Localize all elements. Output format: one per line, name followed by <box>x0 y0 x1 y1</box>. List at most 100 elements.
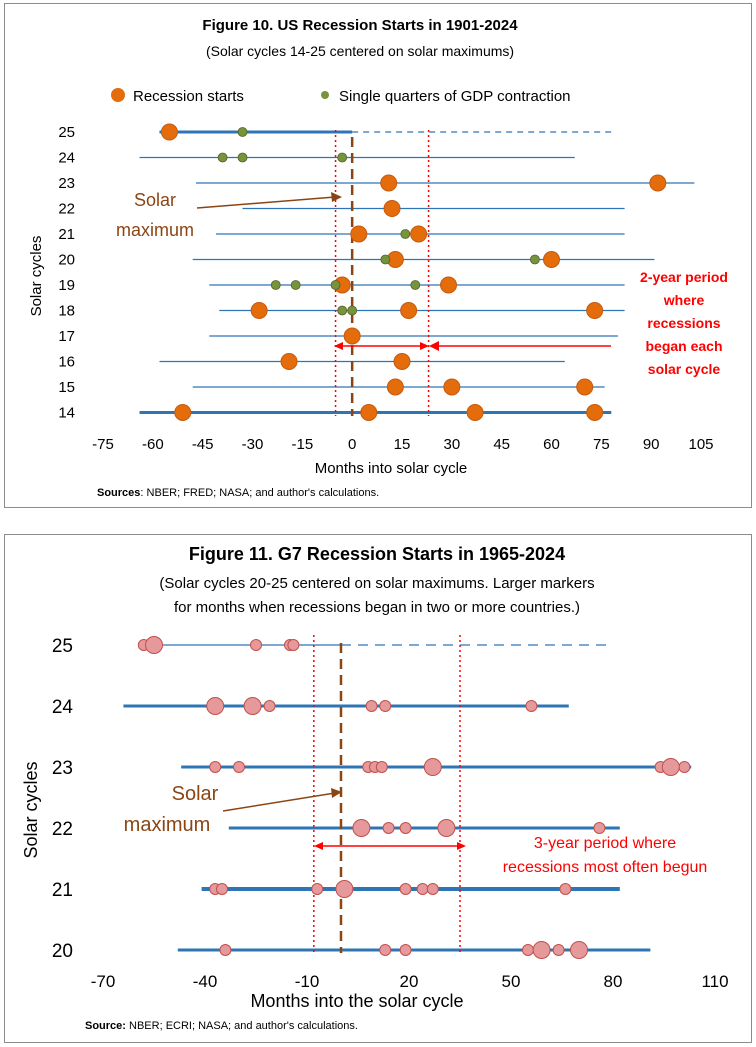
x-tick--60: -60 <box>142 436 164 453</box>
period-label-line5: solar cycle <box>648 361 721 377</box>
y-tick-24: 24 <box>52 697 74 718</box>
recession-point-16 <box>393 353 411 370</box>
recession-point-17 <box>343 327 361 345</box>
recession-point-15 <box>386 378 404 396</box>
recession-point-small-22 <box>382 822 395 834</box>
recession-point-19 <box>440 276 458 294</box>
solar-arrow-line <box>196 196 336 209</box>
y-tick-23: 23 <box>52 758 73 779</box>
x-tick-labels: -70 -40 -10 20 50 80 110 <box>91 972 729 991</box>
recession-point-small-20 <box>219 944 232 956</box>
recession-point-14 <box>466 404 484 421</box>
solar-arrow-head <box>331 788 342 798</box>
vertical-reference-lines <box>313 635 461 953</box>
period-arrow-head-left <box>314 842 323 850</box>
y-tick-20: 20 <box>58 252 75 269</box>
period-annotation: 3-year period where recessions most ofte… <box>314 835 707 876</box>
legend-marker-gdp <box>321 91 329 99</box>
y-tick-20: 20 <box>52 941 73 962</box>
y-tick-17: 17 <box>58 328 75 345</box>
recession-point-large-23 <box>423 758 442 776</box>
recession-point-small-20 <box>399 944 412 956</box>
x-tick-45: 45 <box>493 436 510 453</box>
recession-point-21 <box>410 225 428 243</box>
data-points <box>137 636 691 959</box>
recession-point-large-20 <box>570 941 588 959</box>
gdp-point-18 <box>337 305 348 316</box>
x-tick-15: 15 <box>394 436 411 453</box>
y-tick-23: 23 <box>58 175 75 192</box>
x-tick--30: -30 <box>242 436 264 453</box>
recession-point-small-24 <box>379 700 392 712</box>
source-note: Sources: NBER; FRED; NASA; and author's … <box>97 487 379 499</box>
recession-point-large-23 <box>661 758 680 776</box>
recession-point-large-22 <box>352 819 371 837</box>
period-label-line2: where <box>663 292 705 308</box>
x-tick-60: 60 <box>543 436 560 453</box>
x-tick-80: 80 <box>604 972 623 991</box>
gdp-point-19 <box>330 280 341 290</box>
recession-point-23 <box>649 174 667 192</box>
period-label-line3: recessions <box>647 315 720 331</box>
x-tick-110: 110 <box>701 972 728 991</box>
source-text: : NBER; FRED; NASA; and author's calcula… <box>140 487 379 499</box>
y-tick-24: 24 <box>58 150 75 167</box>
recession-point-small-23 <box>209 761 222 773</box>
recession-point-large-24 <box>206 697 225 715</box>
recession-point-large-24 <box>243 697 262 715</box>
gdp-point-24 <box>337 152 348 163</box>
y-tick-25: 25 <box>52 636 73 657</box>
gdp-point-19 <box>290 280 301 290</box>
recession-point-14 <box>360 404 378 421</box>
chart-subtitle-line1: (Solar cycles 20-25 centered on solar ma… <box>159 575 594 592</box>
source-text: NBER; ECRI; NASA; and author's calculati… <box>126 1020 358 1032</box>
recession-point-small-23 <box>375 761 388 773</box>
data-points <box>160 123 667 421</box>
figure-10-chart: Figure 10. US Recession Starts in 1901-2… <box>28 17 728 499</box>
chart-legend: Recession starts Single quarters of GDP … <box>111 88 571 105</box>
solar-arrow-line <box>222 792 336 812</box>
recession-point-small-23 <box>233 761 245 773</box>
solar-max-annotation: Solar maximum <box>116 190 342 240</box>
recession-point-small-20 <box>552 944 565 956</box>
solar-max-annotation: Solar maximum <box>124 783 342 836</box>
recession-point-small-24 <box>525 700 538 712</box>
x-tick--70: -70 <box>91 972 116 991</box>
recession-point-small-21 <box>426 883 439 895</box>
y-tick-21: 21 <box>58 226 75 243</box>
y-tick-19: 19 <box>58 277 75 294</box>
solar-label-line1: Solar <box>134 190 176 210</box>
recession-point-small-21 <box>311 883 324 895</box>
recession-point-small-23 <box>678 761 691 773</box>
recession-point-large-22 <box>437 819 456 837</box>
y-axis-title: Solar cycles <box>28 236 45 317</box>
y-tick-labels: 25 24 23 22 21 20 19 18 17 16 15 14 <box>58 124 75 422</box>
recession-point-small-24 <box>263 700 276 712</box>
recession-point-25 <box>160 123 178 141</box>
recession-point-16 <box>280 353 298 370</box>
legend-marker-recession <box>111 88 125 102</box>
period-annotation: 2-year period where recessions began eac… <box>334 269 728 377</box>
cycle-lines <box>139 130 695 414</box>
gdp-point-24 <box>217 152 228 163</box>
figure-10-panel: Figure 10. US Recession Starts in 1901-2… <box>4 3 752 508</box>
recession-point-23 <box>380 174 398 192</box>
gdp-point-18 <box>347 305 358 316</box>
recession-point-small-20 <box>522 944 534 956</box>
gdp-point-21 <box>400 229 411 239</box>
solar-label-line2: maximum <box>124 814 211 836</box>
recession-point-small-22 <box>399 822 412 834</box>
x-tick--45: -45 <box>192 436 214 453</box>
solar-arrow-head <box>331 192 342 202</box>
x-tick--15: -15 <box>291 436 313 453</box>
source-bold: Source: <box>85 1020 126 1032</box>
recession-point-small-25 <box>287 639 300 651</box>
recession-point-14 <box>586 404 604 421</box>
period-pointer-head <box>429 341 439 351</box>
chart-subtitle: (Solar cycles 14-25 centered on solar ma… <box>206 43 514 59</box>
period-label-line2: recessions most often begun <box>503 859 708 876</box>
solar-label-line2: maximum <box>116 220 194 240</box>
recession-point-20 <box>543 251 560 268</box>
recession-point-small-21 <box>399 883 412 895</box>
period-arrow-head-left <box>334 342 343 350</box>
